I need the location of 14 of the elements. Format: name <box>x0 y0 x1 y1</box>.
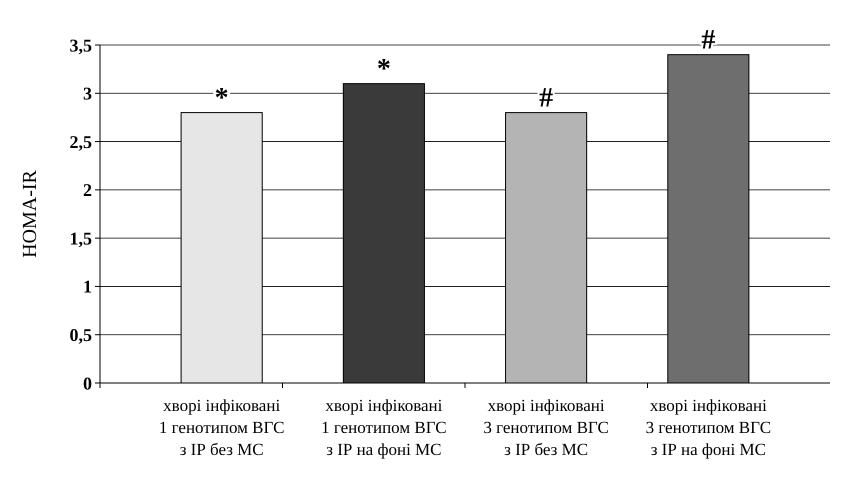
x-tick-label: хворі інфіковані 3 генотипом ВГС з ІР без МС <box>483 396 609 459</box>
annotation: * <box>376 54 391 85</box>
y-tick-label: 2,5 <box>70 132 92 152</box>
y-tick-label: 2 <box>83 180 92 200</box>
x-tick-label: хворі інфіковані 3 генотипом ВГС з ІР на фоні МС <box>646 396 772 459</box>
y-tick-label: 3,5 <box>70 35 92 56</box>
x-tick-label: хворі інфіковані 1 генотипом ВГС з ІР на фоні МС <box>321 396 447 459</box>
y-tick-label: 1 <box>83 276 92 297</box>
y-tick-label: 1,5 <box>70 228 92 248</box>
y-tick-label: 0 <box>83 373 92 394</box>
y-tick-label: 0,5 <box>70 325 92 346</box>
x-tick-label: хворі інфіковані 1 генотипом ВГС з ІР без МС <box>158 396 284 459</box>
y-axis-title: HOMA-IR <box>19 169 41 258</box>
y-tick-label: 3 <box>83 84 92 104</box>
